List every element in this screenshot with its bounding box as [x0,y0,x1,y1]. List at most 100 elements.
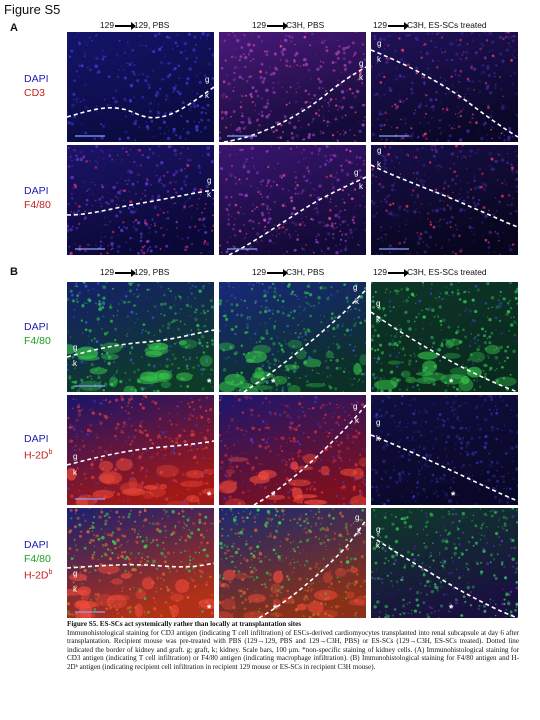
micrograph-tile: g k * [371,508,518,618]
panel-b-col2-header: 129 C3H, PBS [252,267,325,277]
kidney-label: k [377,55,382,64]
graft-label: g [73,569,77,578]
graft-kidney-border-line [371,49,518,138]
arrow-icon [387,21,409,30]
kidney-label: k [376,541,381,550]
micrograph-tile: g k * [371,395,518,505]
nonspecific-star-icon: * [271,377,276,389]
panel-a-row2-label: DAPI F4/80 [24,185,51,211]
micrograph-image: gk * [67,395,214,505]
micrograph-tile: g k * [219,282,366,392]
graft-label: g [376,525,380,534]
micrograph-image: gk [219,145,366,255]
graft-kidney-border-line [371,434,518,502]
micrograph-image: gk [67,32,214,142]
graft-label: g [376,418,380,427]
panel-a-col2-header: 129 C3H, PBS [252,20,325,30]
graft-label: g [205,75,209,84]
panel-b-row1-label: DAPI F4/80 [24,321,51,347]
panel-a-row1-label: DAPI CD3 [24,73,49,99]
nonspecific-star-icon: * [451,490,456,502]
micrograph-image: gk * [219,395,366,505]
panel-b-row3-label: DAPI F4/80 H-2Db [24,539,53,582]
graft-kidney-border-line [228,176,366,255]
graft-label: g [377,146,381,155]
micrograph-image: gk [67,145,214,255]
graft-label: g [207,176,211,185]
caption-title: Figure S5. ES-SCs act systemically rathe… [67,620,302,628]
kidney-label: k [376,434,381,443]
kidney-label: k [357,527,362,536]
nonspecific-star-icon: * [207,490,212,502]
micrograph-tile: g k * [219,508,366,618]
micrograph-image: gk * [371,508,518,618]
graft-label: g [353,283,357,292]
graft-kidney-border-line [67,562,214,569]
micrograph-image: gk * [371,395,518,505]
graft-kidney-border-line [371,535,518,618]
micrograph-image: gk [219,32,366,142]
panel-a-col1-header: 129 129, PBS [100,20,170,30]
graft-kidney-border-line [67,189,214,216]
kidney-label: k [205,91,210,100]
graft-kidney-border-line [371,311,518,392]
figure-title: Figure S5 [4,2,61,17]
arrow-icon [387,268,409,277]
figure-caption: Figure S5. ES-SCs act systemically rathe… [67,620,519,671]
graft-label: g [73,452,77,461]
nonspecific-star-icon: * [207,377,212,389]
kidney-label: k [73,585,78,594]
micrograph-image: gk * [219,282,366,392]
arrow-icon [266,268,288,277]
micrograph-image: gk * [67,282,214,392]
nonspecific-star-icon: * [271,490,276,502]
arrow-icon [114,21,136,30]
nonspecific-star-icon: * [449,603,454,615]
kidney-label: k [355,297,360,306]
graft-kidney-border-line [258,519,366,618]
micrograph-tile: g k * [219,395,366,505]
graft-label: g [354,168,358,177]
panel-a-col3-header: 129 C3H, ES-SCs treated [373,20,487,30]
kidney-label: k [376,315,381,324]
nonspecific-star-icon: * [273,603,278,615]
graft-label: g [73,343,77,352]
kidney-label: k [355,416,360,425]
micrograph-image: gk * [371,282,518,392]
graft-kidney-border-line [67,440,214,466]
panel-b-letter: B [10,266,18,278]
panel-a-letter: A [10,22,18,34]
graft-label: g [353,402,357,411]
arrow-icon [266,21,288,30]
panel-b-col3-header: 129 C3H, ES-SCs treated [373,267,487,277]
panel-b-row2-label: DAPI H-2Db [24,433,53,462]
micrograph-tile: g k * [371,282,518,392]
micrograph-tile: g k * [67,508,214,618]
kidney-label: k [207,190,212,199]
graft-label: g [359,59,363,68]
micrograph-image: gk [371,145,518,255]
micrograph-image: gk [371,32,518,142]
kidney-label: k [73,359,78,368]
micrograph-tile: g k * [67,395,214,505]
micrograph-tile: g k * [67,282,214,392]
graft-label: g [376,299,380,308]
nonspecific-star-icon: * [449,377,454,389]
caption-body: Immunohistological staining for CD3 anti… [67,628,519,671]
graft-kidney-border-line [253,404,366,505]
kidney-label: k [73,468,78,477]
panel-b-col1-header: 129 129, PBS [100,267,170,277]
arrow-icon [114,268,136,277]
nonspecific-star-icon: * [207,603,212,615]
graft-kidney-border-line [67,86,214,119]
graft-label: g [377,39,381,48]
kidney-label: k [377,160,382,169]
graft-kidney-border-line [223,66,366,142]
micrograph-image: gk * [219,508,366,618]
